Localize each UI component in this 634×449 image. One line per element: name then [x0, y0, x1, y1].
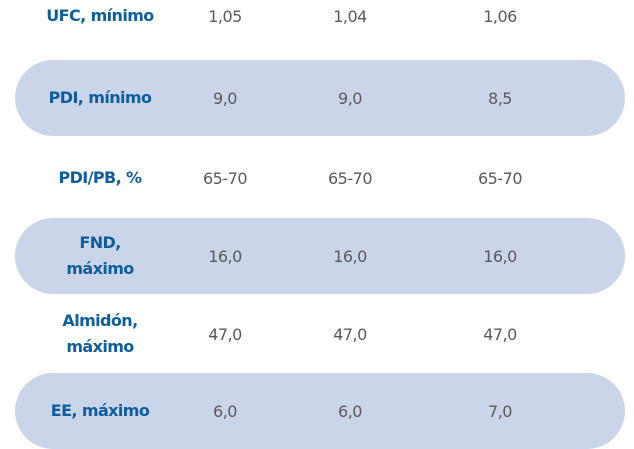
- table-cell: 1,05: [208, 6, 242, 26]
- row-label: FND, máximo: [30, 218, 170, 294]
- label-line: EE, máximo: [50, 401, 150, 420]
- table-cell: 16,0: [208, 246, 242, 266]
- table-row: PDI/PB, % 65-70 65-70 65-70: [0, 140, 634, 216]
- label-line: máximo: [66, 259, 134, 278]
- table-cell: 16,0: [333, 246, 367, 266]
- row-label: UFC, mínimo: [30, 0, 170, 54]
- row-band: [15, 60, 625, 136]
- table-cell: 6,0: [213, 401, 237, 421]
- label-line: UFC, mínimo: [46, 6, 154, 25]
- label-line: PDI, mínimo: [48, 88, 152, 107]
- table-row: EE, máximo 6,0 6,0 7,0: [0, 373, 634, 449]
- table-cell: 47,0: [208, 324, 242, 344]
- table-cell: 47,0: [333, 324, 367, 344]
- label-line: máximo: [66, 337, 134, 356]
- table-cell: 9,0: [338, 88, 362, 108]
- table-cell: 7,0: [488, 401, 512, 421]
- table-row: UFC, mínimo 1,05 1,04 1,06: [0, 0, 634, 54]
- row-band: [15, 218, 625, 294]
- row-label: Almidón, máximo: [30, 296, 170, 372]
- table-row: PDI, mínimo 9,0 9,0 8,5: [0, 60, 634, 136]
- label-line: PDI/PB, %: [58, 168, 142, 187]
- table-cell: 47,0: [483, 324, 517, 344]
- row-label: PDI, mínimo: [30, 60, 170, 136]
- table-cell: 8,5: [488, 88, 512, 108]
- table-row: Almidón, máximo 47,0 47,0 47,0: [0, 296, 634, 372]
- table-cell: 16,0: [483, 246, 517, 266]
- table-cell: 1,04: [333, 6, 367, 26]
- table-cell: 65-70: [328, 168, 373, 188]
- table-cell: 65-70: [203, 168, 248, 188]
- table-cell: 6,0: [338, 401, 362, 421]
- table-cell: 65-70: [478, 168, 523, 188]
- row-label: EE, máximo: [30, 373, 170, 449]
- label-line: FND,: [79, 233, 121, 252]
- table-cell: 9,0: [213, 88, 237, 108]
- table-row: FND, máximo 16,0 16,0 16,0: [0, 218, 634, 294]
- row-label: PDI/PB, %: [30, 140, 170, 216]
- label-line: Almidón,: [62, 311, 138, 330]
- table-cell: 1,06: [483, 6, 517, 26]
